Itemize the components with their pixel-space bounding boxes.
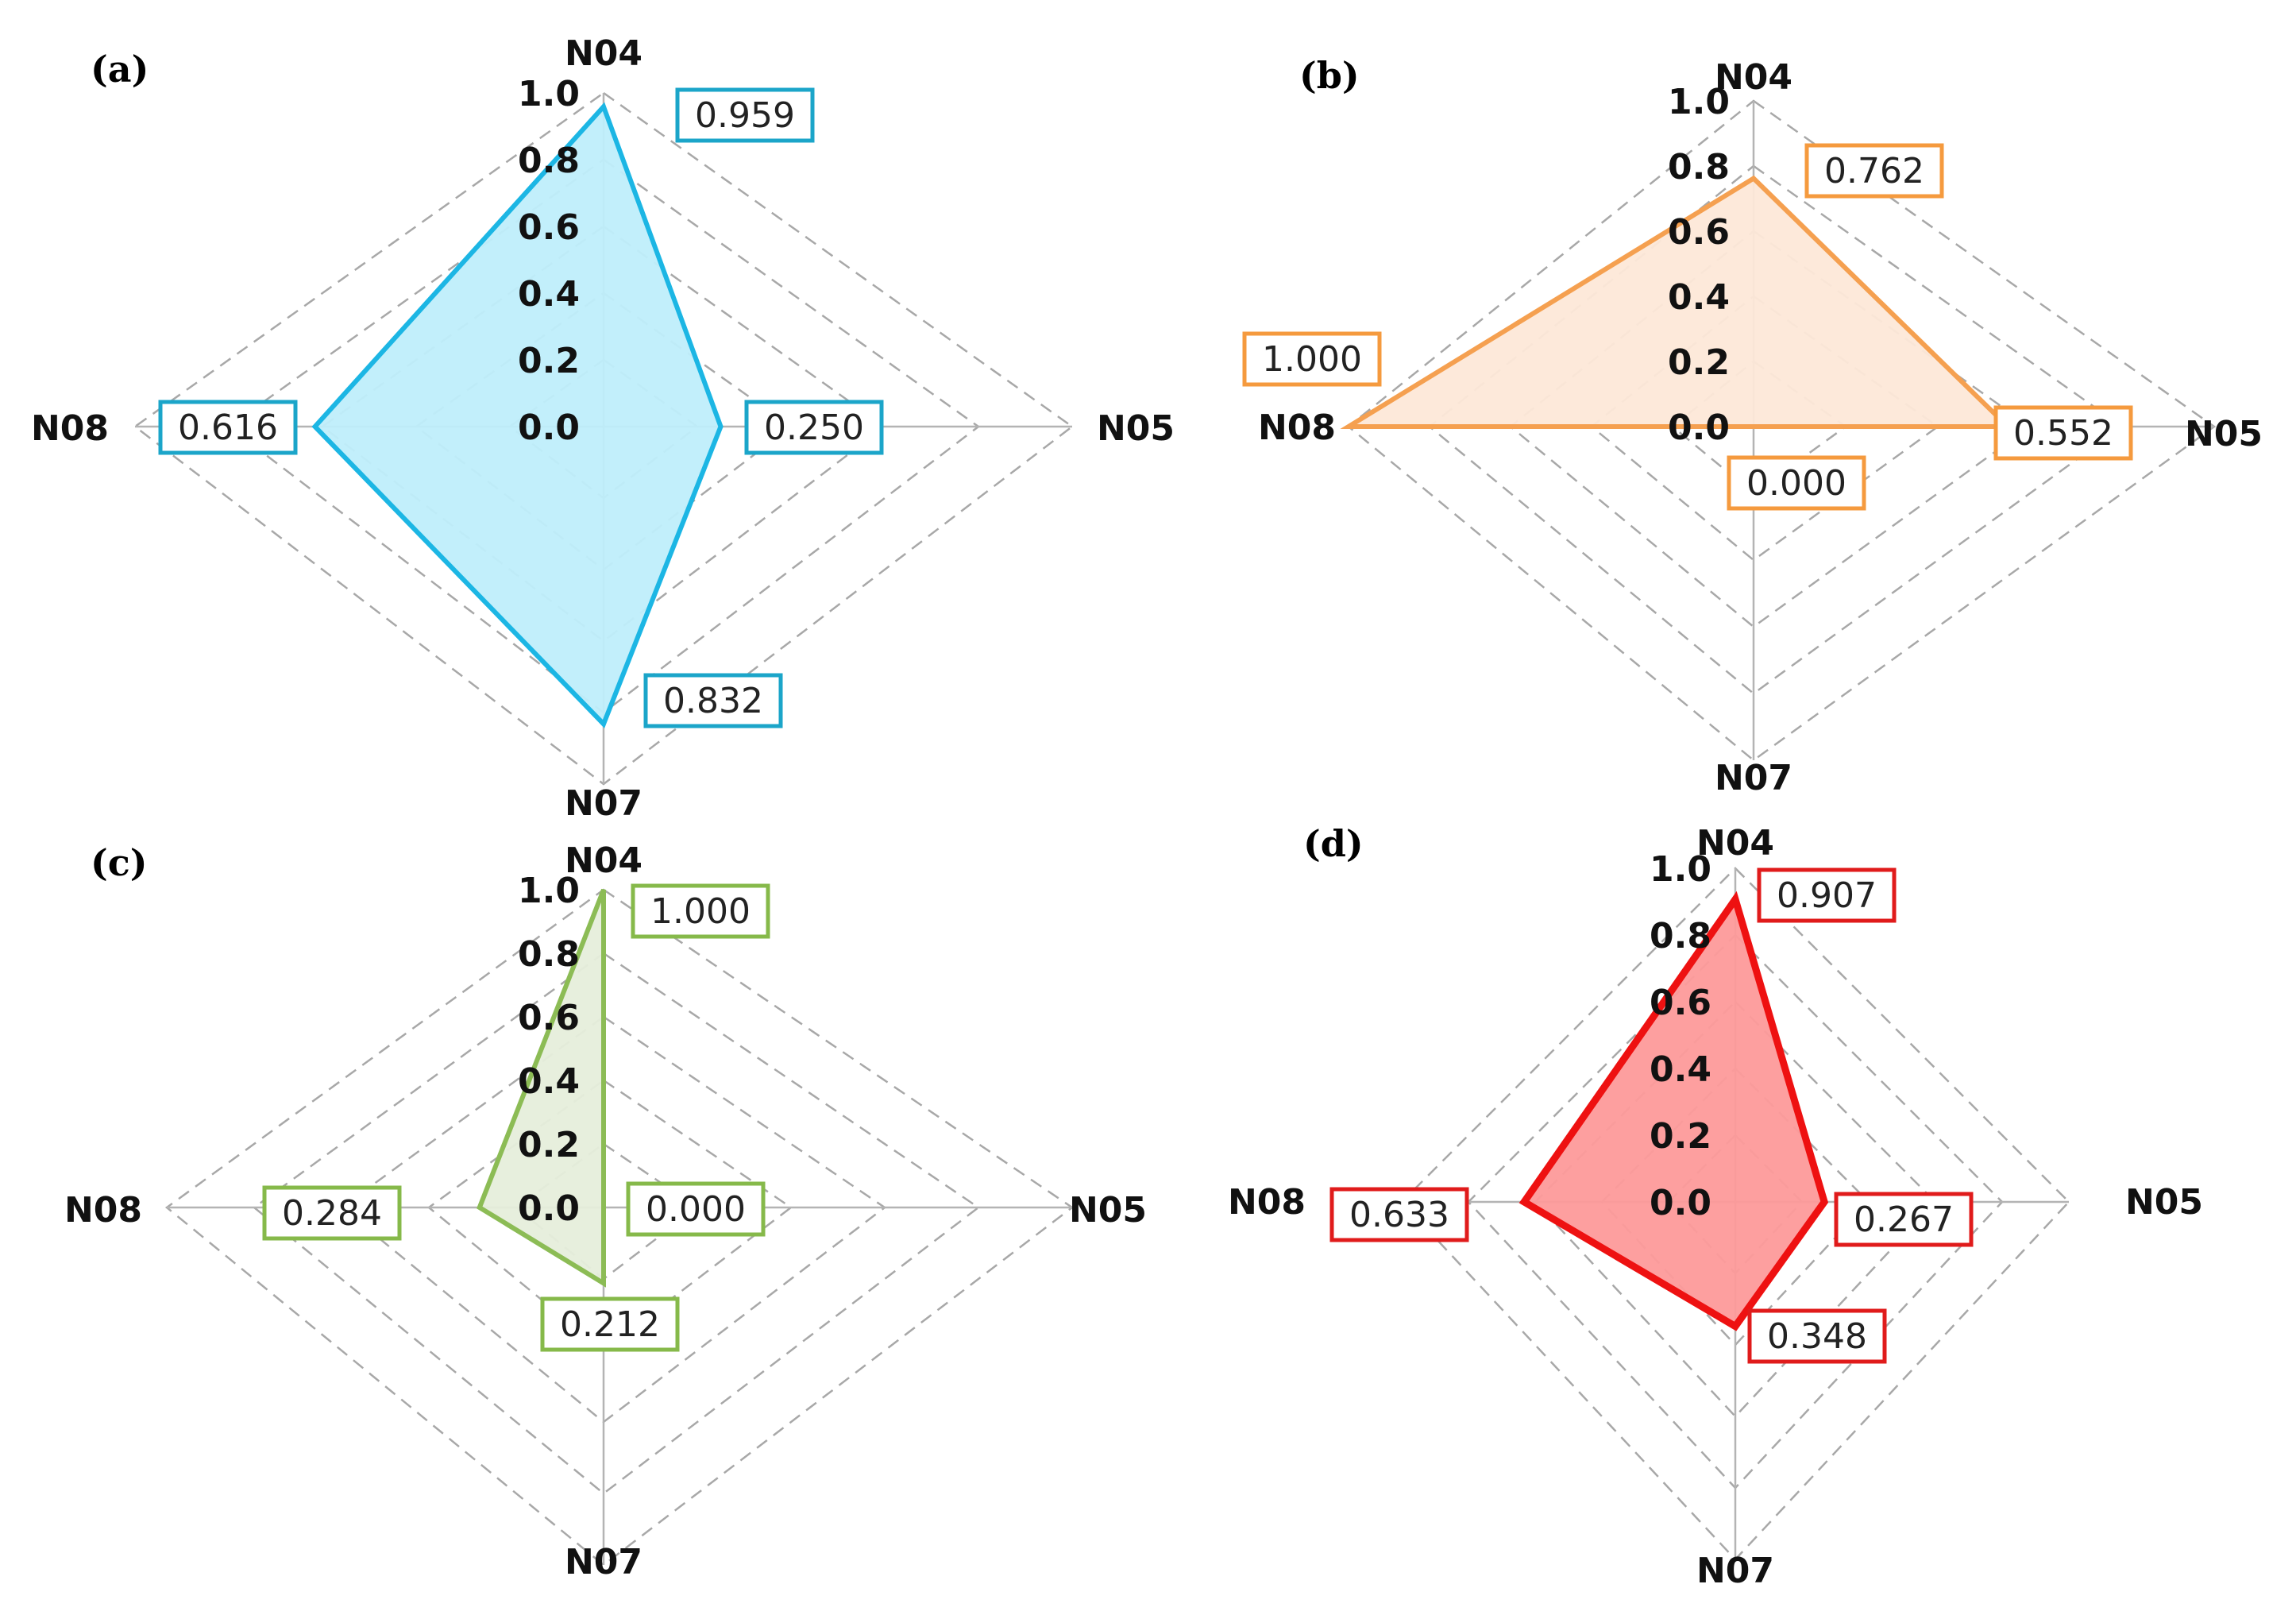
tick-label: 0.6 xyxy=(1650,983,1711,1023)
axis-label-n04: N04 xyxy=(1696,823,1774,864)
tick-label: 1.0 xyxy=(1668,82,1730,122)
value-label-n04: 0.907 xyxy=(1777,875,1877,916)
value-label-box xyxy=(158,400,298,455)
tick-label: 0.4 xyxy=(518,1061,580,1102)
value-label-box xyxy=(1757,867,1897,923)
radar-panel-b: 0.0 0.2 0.4 0.6 0.8 1.0 (b) N04 N05 N07 N08 0.762 0.… xyxy=(1242,54,2263,798)
grid-ring xyxy=(252,952,981,1495)
axis-label-n04: N04 xyxy=(1715,57,1792,98)
axis-label-n07: N07 xyxy=(1715,758,1792,798)
tick-label: 0.8 xyxy=(1650,916,1711,956)
axis-label-n05: N05 xyxy=(2125,1182,2203,1223)
value-label-box xyxy=(744,400,884,455)
value-label-n05: 0.000 xyxy=(646,1189,746,1230)
value-label-box xyxy=(1804,143,1944,199)
value-label-box xyxy=(1329,1187,1469,1242)
tick-label: 0.8 xyxy=(518,934,580,975)
value-label-n08: 0.633 xyxy=(1349,1195,1449,1235)
panel-letter: (d) xyxy=(1303,822,1364,865)
value-label-box xyxy=(262,1185,402,1241)
axis-label-n05: N05 xyxy=(1097,408,1175,449)
radar-panel-c: 0.0 0.2 0.4 0.6 0.8 1.0 (c) N04 N05 N07 N08 1.000 0.… xyxy=(64,840,1147,1582)
tick-label: 0.6 xyxy=(1668,212,1730,253)
grid-ring xyxy=(1428,164,2124,695)
value-label-n07: 0.000 xyxy=(1746,463,1846,504)
tick-label: 1.0 xyxy=(518,871,580,911)
panel-letter: (a) xyxy=(91,48,149,91)
value-label-n05: 0.250 xyxy=(764,408,864,448)
panel-letter: (b) xyxy=(1299,54,1360,97)
value-label-box xyxy=(1242,331,1382,387)
value-label-box xyxy=(643,673,783,728)
axis-label-n07: N07 xyxy=(565,783,642,824)
tick-label: 1.0 xyxy=(518,74,580,114)
value-label-box xyxy=(1747,1308,1887,1364)
axis-label-n07: N07 xyxy=(565,1542,642,1582)
value-label-n08: 1.000 xyxy=(1262,339,1362,380)
value-label-box xyxy=(1834,1192,1974,1247)
axis-label-n07: N07 xyxy=(1696,1551,1774,1591)
tick-label: 0.2 xyxy=(518,1125,580,1165)
value-label-box xyxy=(675,87,815,143)
value-label-n05: 0.552 xyxy=(2013,413,2113,454)
grid-ring xyxy=(164,888,1075,1567)
tick-label: 0.0 xyxy=(518,408,580,448)
value-label-n08: 0.616 xyxy=(178,408,278,448)
value-label-n07: 0.832 xyxy=(663,681,763,721)
axis-label-n08: N08 xyxy=(1228,1182,1306,1223)
tick-label: 0.8 xyxy=(1668,147,1730,187)
tick-label: 0.0 xyxy=(518,1188,580,1229)
tick-label: 0.6 xyxy=(518,207,580,248)
tick-label: 0.4 xyxy=(1650,1049,1711,1090)
axis-label-n08: N08 xyxy=(64,1190,142,1231)
radar-panel-d: 0.0 0.2 0.4 0.6 0.8 1.0 (d) N04 N05 N07 N08 0.907 0.… xyxy=(1228,822,2203,1591)
tick-label: 0.4 xyxy=(1668,277,1730,318)
value-label-n05: 0.267 xyxy=(1854,1200,1954,1240)
value-label-n08: 0.284 xyxy=(282,1193,382,1234)
value-label-n07: 0.212 xyxy=(560,1304,660,1345)
value-label-n04: 0.762 xyxy=(1824,151,1924,191)
axis-label-n05: N05 xyxy=(2185,414,2263,454)
tick-label: 0.2 xyxy=(1668,342,1730,383)
grid-ring xyxy=(1347,99,2217,762)
value-label-box xyxy=(626,1181,766,1237)
tick-label: 0.0 xyxy=(1650,1183,1711,1223)
tick-label: 0.2 xyxy=(1650,1116,1711,1157)
tick-label: 0.4 xyxy=(518,274,580,315)
panel-letter: (c) xyxy=(91,841,148,884)
grid-ring xyxy=(1534,1000,1937,1418)
axis-label-n08: N08 xyxy=(31,408,109,449)
data-series-polygon xyxy=(1340,175,2014,429)
tick-label: 0.0 xyxy=(1668,408,1730,448)
radar-panel-a: 0.0 0.2 0.4 0.6 0.8 1.0 (a) N04 N05 N07 N08 0.959 0.… xyxy=(31,33,1175,824)
value-label-box xyxy=(540,1296,680,1352)
axis-label-n04: N04 xyxy=(565,33,642,74)
axis-label-n04: N04 xyxy=(565,840,642,881)
value-label-box xyxy=(631,883,770,939)
data-series-polygon xyxy=(311,102,724,728)
data-series-polygon xyxy=(1518,891,1829,1331)
tick-label: 0.6 xyxy=(518,998,580,1038)
tick-label: 1.0 xyxy=(1650,849,1711,890)
value-label-n07: 0.348 xyxy=(1767,1316,1867,1357)
tick-label: 0.2 xyxy=(518,341,580,381)
axis-label-n08: N08 xyxy=(1258,408,1336,448)
tick-label: 0.8 xyxy=(518,141,580,181)
value-label-n04: 1.000 xyxy=(650,891,751,932)
value-label-n04: 0.959 xyxy=(695,95,795,136)
axis-label-n05: N05 xyxy=(1069,1190,1147,1231)
grid-ring xyxy=(339,1015,887,1424)
value-label-box xyxy=(1993,405,2133,461)
value-label-box xyxy=(1727,455,1866,511)
data-series-polygon xyxy=(477,888,606,1288)
